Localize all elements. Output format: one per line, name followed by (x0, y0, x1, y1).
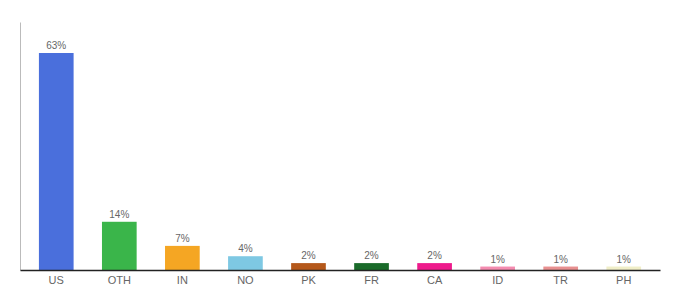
x-tick-label: CA (427, 274, 443, 286)
data-label: 2% (301, 250, 316, 261)
bar (606, 267, 641, 270)
x-tick: CA (427, 274, 443, 286)
data-label: 2% (427, 250, 442, 261)
data-label: 14% (109, 209, 129, 220)
y-axis-line (20, 23, 21, 271)
data-label: 1% (490, 254, 505, 265)
data-label: 7% (175, 233, 190, 244)
data-label: 63% (46, 40, 66, 51)
x-tick: US (49, 274, 64, 286)
x-tick: NO (237, 274, 254, 286)
bar (480, 267, 515, 270)
data-labels: 63% 14% 7% 4% 2% 2% 2% 1% 1% 1% (46, 40, 631, 265)
x-tick-label: US (49, 274, 64, 286)
bar (39, 53, 74, 270)
data-label: 1% (617, 254, 632, 265)
x-tick-label: NO (237, 274, 254, 286)
x-tick: OTH (108, 274, 131, 286)
bar (228, 256, 263, 270)
bar (354, 263, 389, 270)
x-tick-label: IN (177, 274, 188, 286)
y-axis (20, 23, 21, 271)
bar (417, 263, 452, 270)
x-axis: US OTH IN NO PK FR CA ID TR PH (21, 271, 661, 286)
data-label: 2% (364, 250, 379, 261)
chart-svg: US OTH IN NO PK FR CA ID TR PH 63% 14% 7% 4% 2% 2% 2% 1% 1… (0, 0, 680, 300)
bar (102, 222, 137, 270)
x-tick: PK (301, 274, 316, 286)
x-tick: IN (177, 274, 188, 286)
x-tick-label: TR (553, 274, 568, 286)
bar (291, 263, 326, 270)
data-label: 1% (553, 254, 568, 265)
x-axis-line (21, 270, 661, 272)
data-label: 4% (238, 243, 253, 254)
x-tick: TR (553, 274, 568, 286)
bars (39, 53, 641, 270)
bar (165, 246, 200, 270)
x-tick: ID (492, 274, 503, 286)
chart-container: US OTH IN NO PK FR CA ID TR PH 63% 14% 7% 4% 2% 2% 2% 1% 1… (0, 0, 680, 300)
x-tick: PH (616, 274, 631, 286)
x-tick-label: ID (492, 274, 503, 286)
x-tick-label: OTH (108, 274, 131, 286)
plot: US OTH IN NO PK FR CA ID TR PH 63% 14% 7% 4% 2% 2% 2% 1% 1… (21, 23, 661, 286)
x-tick-label: PH (616, 274, 631, 286)
x-tick-label: FR (364, 274, 379, 286)
bar (543, 267, 578, 270)
x-tick-label: PK (301, 274, 316, 286)
x-tick: FR (364, 274, 379, 286)
